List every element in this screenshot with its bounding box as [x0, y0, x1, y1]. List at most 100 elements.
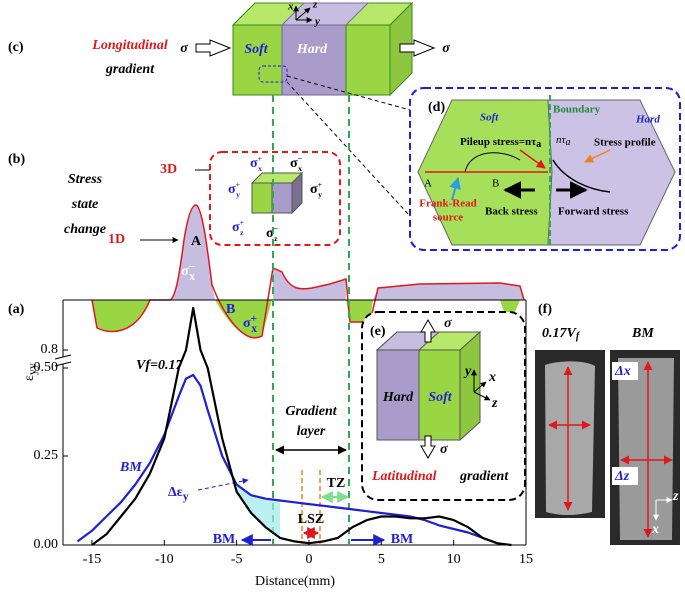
annotation: Gradient — [285, 404, 337, 419]
annotation: BM — [391, 532, 414, 547]
profile-fill — [273, 268, 346, 300]
stress-profile: A B σ− xσ+ x — [91, 204, 525, 339]
panel-c: (c) Longitudinal gradient Soft Hard x z … — [8, 0, 450, 241]
soft-block — [232, 24, 283, 96]
subscript: a — [565, 137, 570, 148]
panel-d: (d) Soft Boundary Hard Pileup stress=nτa… — [409, 87, 681, 251]
block-side — [459, 330, 481, 442]
superscript: − — [274, 224, 278, 233]
axis-label: x — [287, 1, 294, 13]
symbol: σ — [228, 182, 236, 197]
profile-fill — [92, 300, 150, 332]
state-label: 1D — [108, 232, 125, 247]
title: Latitudinal — [371, 469, 437, 484]
superscript: − — [298, 154, 302, 163]
load-label: σ — [180, 41, 188, 56]
subscript: x — [189, 271, 195, 283]
y-tick-label: 0.25 — [34, 448, 59, 463]
annotation: LSZ — [298, 512, 324, 527]
frank-read-label: source — [433, 212, 463, 224]
zoom-line — [286, 81, 433, 241]
y-tick-label: 0.50 — [34, 360, 59, 375]
delta-label: Δx — [614, 364, 631, 379]
load-arrow — [420, 319, 436, 343]
text: nτ — [556, 134, 567, 146]
title: gradient — [459, 469, 509, 484]
delta-label: Δz — [614, 469, 630, 484]
superscript: + — [258, 154, 262, 163]
stress-profile-label: Stress profile — [594, 137, 656, 149]
back-stress-label: Back stress — [485, 206, 538, 218]
sample-label: BM — [631, 326, 654, 341]
label-box — [612, 467, 638, 485]
superscript: + — [251, 313, 257, 325]
subscript: x — [251, 323, 257, 335]
load-arrow — [195, 39, 232, 57]
text: ε — [22, 375, 37, 381]
profile-fill — [215, 300, 272, 338]
panel-label: (c) — [8, 40, 24, 55]
hard-label: Hard — [296, 42, 328, 57]
arrow — [584, 149, 611, 163]
plot: (a) εyy Distance(mm) Gradient layer TZ L… — [8, 95, 533, 589]
stress-label: σ− z — [266, 224, 278, 243]
x-tick-label: -10 — [155, 552, 174, 567]
axis-arrow — [473, 391, 491, 401]
frank-read-label: Frank-Read — [419, 198, 476, 210]
panel-f: (f) 0.17Vf BM Δx Δz z x — [535, 302, 680, 545]
zoom-box — [258, 65, 288, 83]
arrow — [519, 149, 546, 169]
axis-label: z — [491, 396, 498, 411]
superscript: + — [236, 180, 240, 189]
soft-block — [345, 24, 391, 96]
panel-label: (b) — [8, 152, 25, 167]
title: Stress — [68, 172, 103, 187]
sample-label: 0.17Vf — [542, 326, 581, 342]
y-axis-label: εyy — [22, 363, 39, 381]
symbol: σ — [266, 226, 274, 241]
axis-break — [55, 357, 71, 364]
state-label: 3D — [160, 162, 177, 177]
subscript: x — [298, 164, 302, 173]
y-tick-label: 0.8 — [41, 342, 59, 357]
stress-label: σ+ x — [250, 154, 262, 173]
series-label: Vf=0.17 — [136, 358, 183, 373]
series-line — [91, 306, 512, 547]
boundary-label: Boundary — [553, 104, 601, 116]
stress-label: σ+ z — [232, 218, 244, 237]
axis-label: x — [488, 370, 496, 385]
panel-label: (f) — [538, 302, 552, 317]
axis-label: x — [651, 522, 659, 537]
panel-b: (b) Stress state change 3D 1D σ+ x σ− xσ+ y σ… — [8, 151, 341, 247]
ntau-label: nτa — [556, 134, 570, 149]
x-tick-label: -5 — [231, 552, 243, 567]
title: state — [71, 197, 98, 212]
symbol: σ — [250, 156, 258, 171]
point-label: A — [191, 234, 202, 249]
x-tick-label: 5 — [378, 552, 385, 567]
arrow — [449, 176, 461, 201]
subscript: z — [240, 228, 244, 237]
cube-soft — [251, 182, 273, 214]
symbol: σ — [181, 264, 189, 279]
panel-label: (d) — [428, 100, 445, 115]
soft-label: Soft — [428, 390, 452, 405]
axis-break — [54, 354, 72, 360]
load-label: σ — [440, 442, 448, 457]
series-label: BM — [119, 460, 142, 475]
subscript: yy — [25, 363, 39, 375]
subscript: x — [258, 164, 262, 173]
axis-break — [54, 361, 72, 367]
title: gradient — [105, 62, 155, 77]
superscript: − — [189, 261, 195, 273]
text: Δε — [168, 485, 183, 500]
subscript: a — [536, 139, 541, 150]
series-line — [76, 373, 498, 545]
load-label: σ — [442, 41, 450, 56]
subscript: y — [318, 190, 322, 199]
hard-label: Hard — [635, 114, 660, 126]
arrow — [197, 478, 249, 491]
pileup-arc — [464, 152, 521, 173]
